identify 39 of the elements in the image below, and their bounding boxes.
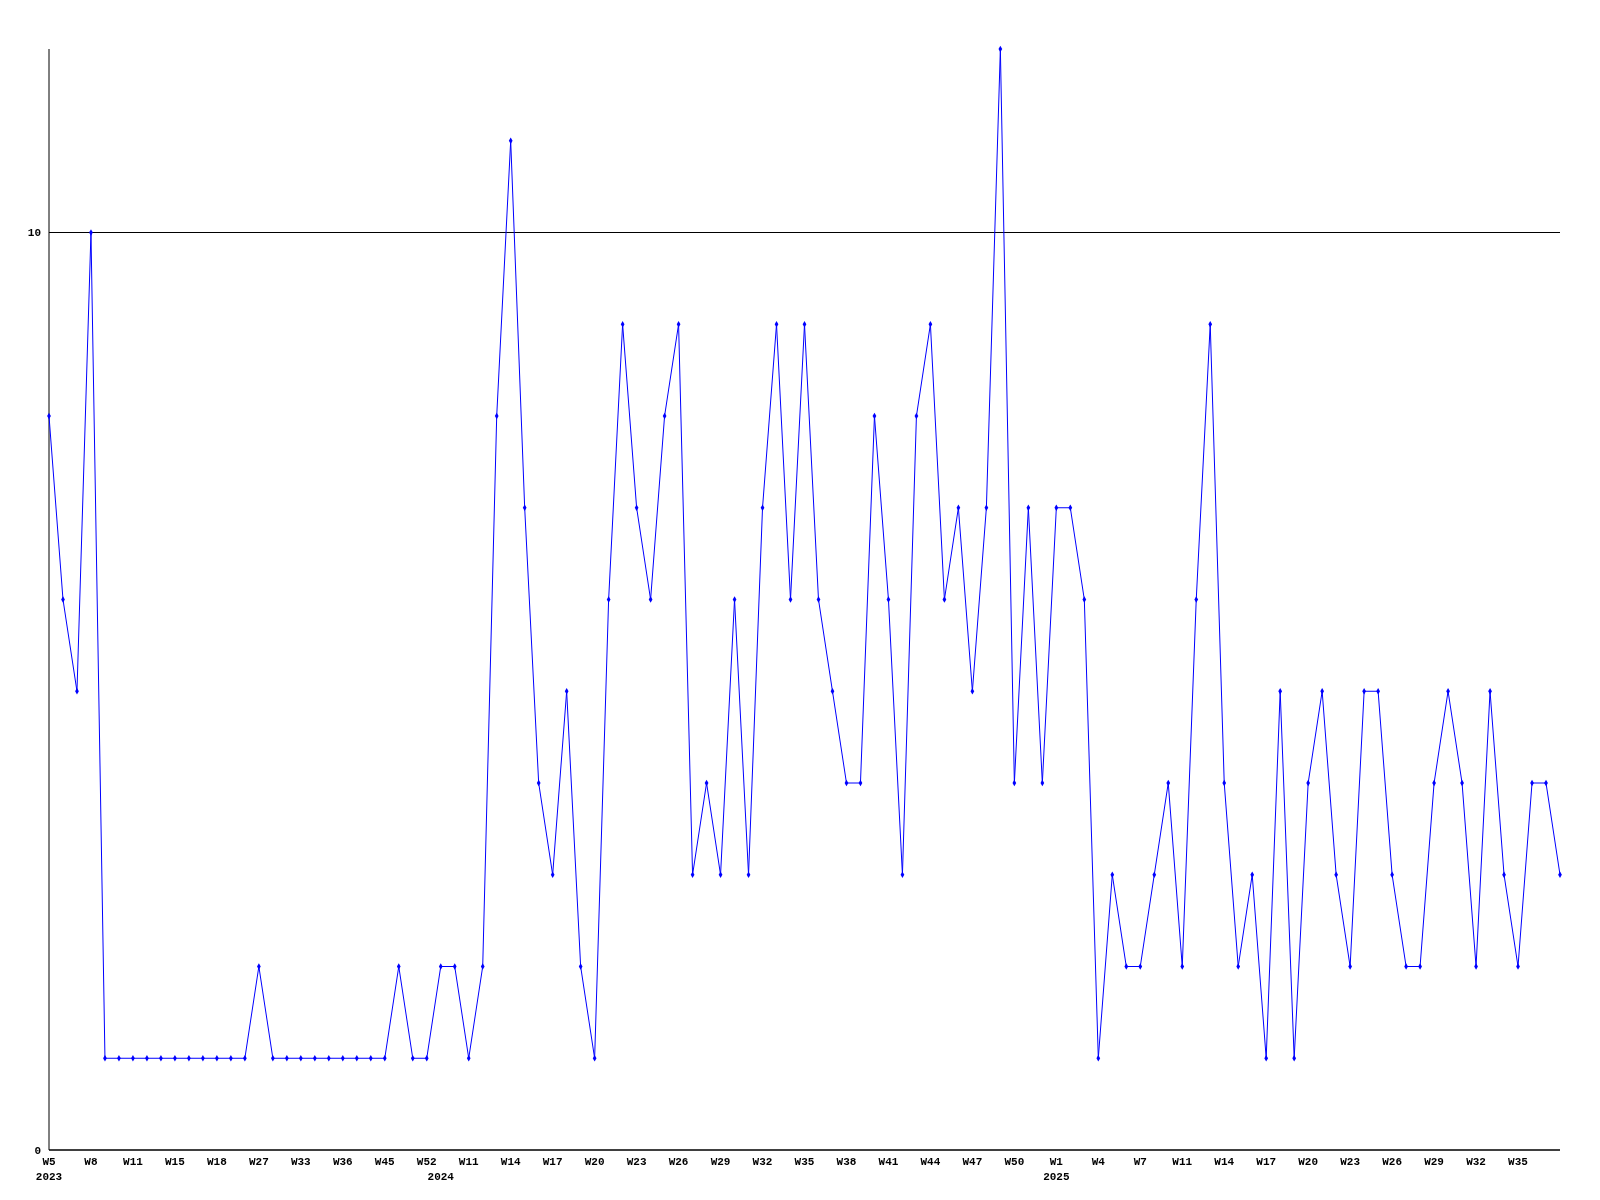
- x-tick-label: W35: [794, 1156, 815, 1168]
- x-tick-label: W14: [1214, 1156, 1235, 1168]
- x-tick-label: W29: [1424, 1156, 1444, 1168]
- x-tick-label: W11: [123, 1156, 144, 1168]
- x-tick-label: 2024: [427, 1171, 455, 1183]
- x-tick-label: W1 2025: [1043, 1156, 1070, 1183]
- x-tick-label: W5 2023: [35, 1156, 63, 1183]
- x-tick-label: W47: [962, 1156, 983, 1168]
- x-tick-label: W20: [1298, 1156, 1319, 1168]
- x-tick-label: W44: [920, 1156, 941, 1168]
- x-tick-label: W17: [542, 1156, 563, 1168]
- x-tick-label: W7: [1133, 1156, 1147, 1168]
- x-tick-label: W36: [332, 1156, 353, 1168]
- x-tick-label: W11: [1172, 1156, 1193, 1168]
- x-tick-label: W26: [1382, 1156, 1403, 1168]
- y-tick-label: 0: [34, 1144, 41, 1157]
- y-tick-label: 10: [27, 227, 41, 240]
- x-tick-label: W32: [752, 1156, 773, 1168]
- x-tick-label: W18: [206, 1156, 228, 1168]
- x-tick-label: W29: [710, 1156, 731, 1168]
- x-tick-label: W4: [1091, 1156, 1106, 1168]
- x-tick-label: W50: [1004, 1156, 1025, 1168]
- x-tick-label: W45: [374, 1156, 396, 1168]
- x-tick-label: W41: [878, 1156, 899, 1168]
- x-tick-label: W15: [165, 1156, 186, 1168]
- x-tick-label: W17: [1256, 1156, 1277, 1168]
- x-tick-label: W20: [584, 1156, 605, 1168]
- x-tick-label: W26: [668, 1156, 689, 1168]
- x-tick-label: W8: [84, 1156, 98, 1168]
- x-tick-label: W33: [290, 1156, 312, 1168]
- x-tick-label: W23: [626, 1156, 647, 1168]
- x-tick-label: W27: [248, 1156, 269, 1168]
- x-tick-label: W35: [1508, 1156, 1529, 1168]
- x-tick-label: W38: [836, 1156, 857, 1168]
- x-tick-label: W14: [500, 1156, 521, 1168]
- x-tick-label: W23: [1340, 1156, 1361, 1168]
- x-tick-label: W52: [416, 1156, 437, 1168]
- x-tick-label: W11: [458, 1156, 480, 1168]
- x-tick-label: W32: [1466, 1156, 1486, 1168]
